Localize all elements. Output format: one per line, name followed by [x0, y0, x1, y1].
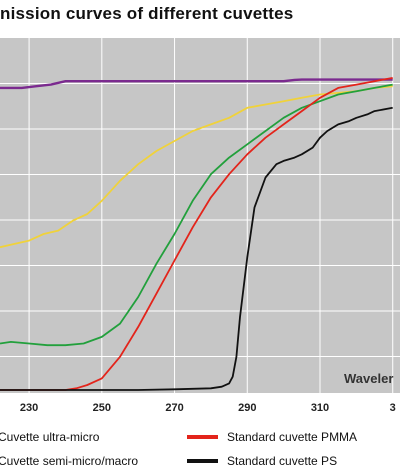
x-tick-label: 290 [238, 402, 256, 414]
x-tick-label: 250 [93, 402, 111, 414]
series-line-2 [0, 77, 393, 391]
legend-label-ultra-micro: Cuvette ultra-micro [0, 430, 100, 444]
x-axis-label: Waveler [344, 371, 393, 386]
series-line-1 [0, 83, 393, 347]
chart-title: nission curves of different cuvettes [0, 4, 294, 23]
x-tick-label: 230 [20, 402, 38, 414]
series-line-4 [0, 85, 393, 249]
series-line-0 [0, 78, 393, 90]
legend: Cuvette ultra-micro Cuvette semi-micro/m… [0, 430, 357, 468]
legend-label-semi-micro: Cuvette semi-micro/macro [0, 454, 138, 468]
legend-label-pmma: Standard cuvette PMMA [227, 430, 357, 444]
series-line-3 [0, 106, 393, 391]
x-tick-label: 310 [311, 402, 329, 414]
gridlines [0, 38, 400, 393]
x-tick-label: 270 [165, 402, 183, 414]
x-tick-label: 3 [390, 402, 396, 414]
series-lines [0, 77, 393, 391]
legend-label-ps: Standard cuvette PS [227, 454, 337, 468]
x-axis-ticks: 230 250 270 290 310 3 [20, 402, 396, 414]
